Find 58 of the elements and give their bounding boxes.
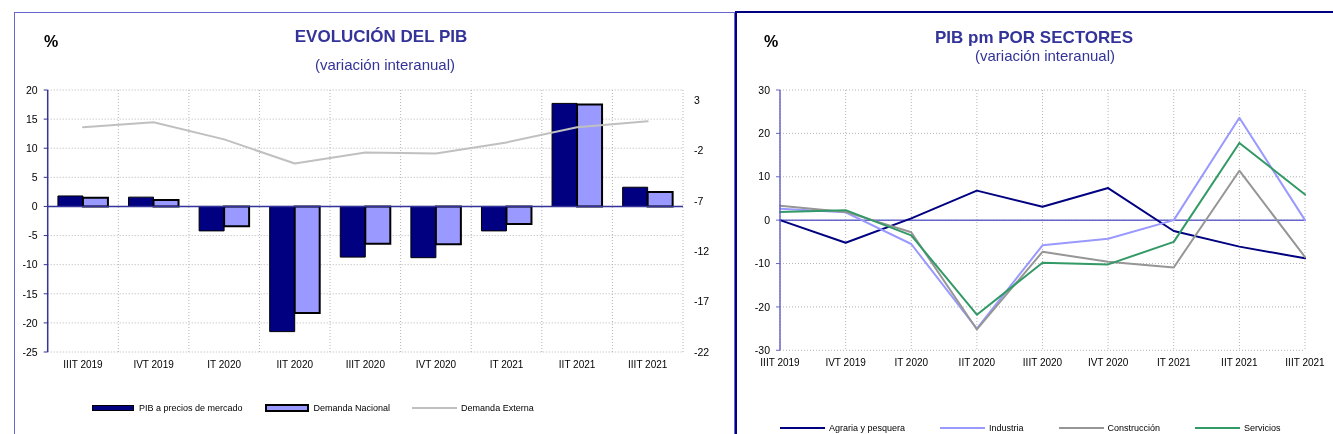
legend-label: Servicios [1244,423,1281,433]
y-tick-label: 20 [758,127,771,140]
y-tick-label: 5 [31,171,38,184]
chart-subtitle: (variación interanual) [314,55,456,73]
y-tick-label: -30 [754,344,771,357]
y2-tick-label: 3 [694,93,700,106]
legend-label: PIB a precios de mercado [139,403,243,413]
legend-label: Industria [989,423,1024,433]
y-tick-label: 0 [31,200,38,213]
x-tick-label: IIIT 2020 [1022,357,1063,369]
y2-tick-label: -12 [694,244,710,257]
y-axis-title: % [43,33,59,51]
y-tick-label: 20 [26,83,38,96]
x-tick-label: IIIT 2021 [628,359,668,371]
y2-tick-label: -17 [694,295,710,308]
x-tick-label: IVT 2020 [1087,357,1129,369]
x-tick-label: IT 2020 [207,359,242,371]
x-tick-label: IT 2021 [489,359,524,371]
y-tick-label: -10 [754,257,771,270]
x-tick-label: IIIT 2021 [1285,357,1326,369]
y2-tick-label: -22 [694,345,710,358]
x-tick-label: IIT 2021 [1221,357,1259,369]
x-tick-label: IIIT 2019 [63,359,104,371]
y-tick-label: 10 [26,141,38,154]
y-tick-label: -20 [22,316,38,329]
chart-title: EVOLUCIÓN DEL PIB [294,27,468,47]
line-series [779,169,1306,331]
x-tick-label: IVT 2020 [415,359,457,371]
x-tick-label: IT 2020 [894,357,929,369]
x-tick-label: IT 2021 [1156,357,1192,369]
x-tick-label: IVT 2019 [825,357,867,369]
y2-tick-label: -2 [694,144,704,157]
y-tick-label: -15 [22,287,38,300]
y2-tick-label: -7 [694,194,704,207]
y-tick-label: 30 [758,83,771,96]
x-tick-label: IIT 2021 [558,359,596,371]
x-tick-label: IIT 2020 [276,359,314,371]
line-series [779,187,1306,260]
y-tick-label: -20 [754,300,771,313]
y-tick-label: -25 [22,345,38,358]
chart-subtitle: (variación interanual) [974,46,1116,64]
y-tick-label: -5 [28,229,38,242]
line-series [779,141,1306,316]
y-tick-label: 0 [764,213,771,226]
legend-label: Agraria y pesquera [829,423,906,433]
legend-label: Demanda Nacional [313,403,391,413]
x-tick-label: IIIT 2020 [345,359,386,371]
y-tick-label: 15 [26,112,38,125]
x-tick-label: IVT 2019 [133,359,175,371]
line-series [779,116,1306,330]
x-tick-label: IIT 2020 [958,357,996,369]
y-axis-title: % [763,33,779,51]
chart-title: PIB pm POR SECTORES [934,28,1134,48]
legend-label: Demanda Externa [461,403,534,413]
y-tick-label: 10 [758,170,771,183]
x-tick-label: IIIT 2019 [760,357,801,369]
legend-label: Construcción [1107,423,1161,433]
y-tick-label: -10 [22,258,38,271]
